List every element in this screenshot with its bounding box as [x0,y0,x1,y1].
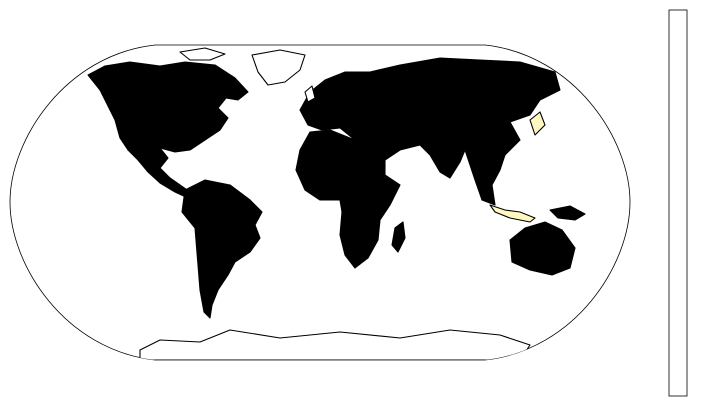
region-southern-africa [339,209,381,269]
colorbar-gradient [668,9,688,397]
region-madagascar [391,221,406,253]
region-argentina [194,227,236,319]
land-masses [87,47,586,360]
region-east-africa [359,174,401,221]
region-japan [529,111,546,136]
region-greenland [251,49,306,86]
region-antarctica [139,329,531,360]
region-uk [304,85,316,103]
colorbar [668,9,688,397]
region-indonesia [489,204,536,223]
region-arctic-islands [179,47,226,61]
region-mexico-central-america [127,139,191,199]
region-australia [509,221,576,276]
region-india [419,131,466,179]
region-se-asia [464,149,506,206]
region-papua [549,205,586,221]
